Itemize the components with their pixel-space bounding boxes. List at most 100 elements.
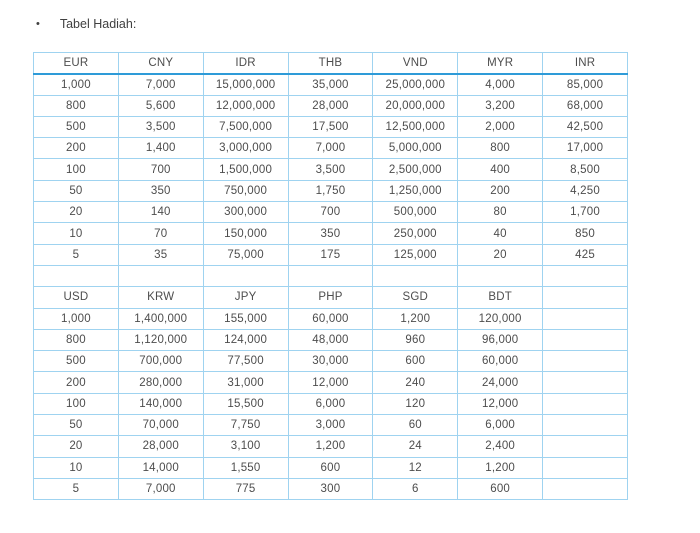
table-cell: 1,200 (372, 307, 459, 330)
table-cell: 100 (33, 158, 119, 181)
table-cell: 96,000 (457, 328, 544, 352)
table-cell: 3,000,000 (202, 137, 289, 160)
table-cell: 20 (33, 435, 119, 458)
table-cell: 140,000 (117, 392, 204, 416)
table-cell: 4,000 (457, 73, 544, 96)
bullet-marker: • (36, 18, 40, 30)
table-cell: 400 (457, 158, 544, 181)
header-cell: USD (33, 286, 119, 309)
page-title: Tabel Hadiah: (59, 17, 137, 31)
table-cell: 25,000,000 (372, 73, 459, 96)
table-row: 800 5,600 12,000,000 28,000 20,000,000 3,200 6… (33, 94, 628, 117)
spacer-cell (117, 264, 204, 288)
table-cell: 500 (33, 350, 119, 373)
table-row: 800 1,120,000 124,000 48,000 960 96,000 (33, 328, 628, 352)
table-cell: 50 (33, 179, 119, 203)
table-cell: 40 (457, 222, 544, 245)
table-cell (542, 435, 628, 458)
table-cell: 350 (117, 179, 204, 203)
table-cell: 600 (372, 350, 459, 373)
table-cell: 15,500 (202, 392, 289, 416)
table-cell: 20 (33, 201, 119, 224)
header-cell: EUR (33, 51, 119, 75)
table-cell: 125,000 (372, 243, 459, 266)
table-cell: 17,000 (542, 137, 628, 160)
table-cell: 425 (542, 243, 628, 266)
table-cell: 155,000 (202, 307, 289, 330)
table-cell: 12 (372, 456, 459, 479)
table-cell: 250,000 (372, 222, 459, 245)
header-cell: KRW (117, 286, 204, 309)
table-cell: 60 (372, 414, 459, 437)
table-row: 100 140,000 15,500 6,000 120 12,000 (33, 392, 628, 416)
table-cell: 24 (372, 435, 459, 458)
table-cell: 24,000 (457, 371, 544, 394)
bullet-list-item: • Tabel Hadiah: (36, 17, 136, 31)
table-cell: 12,000 (287, 371, 374, 394)
table-cell: 5,600 (117, 94, 204, 117)
table-row: 500 700,000 77,500 30,000 600 60,000 (33, 350, 628, 373)
table-cell: 5 (33, 477, 119, 501)
table-cell: 75,000 (202, 243, 289, 266)
table-row: 100 700 1,500,000 3,500 2,500,000 400 8,500 (33, 158, 628, 181)
table-cell: 15,000,000 (202, 73, 289, 96)
table-cell: 800 (33, 328, 119, 352)
table-cell: 700 (287, 201, 374, 224)
table-cell: 6,000 (457, 414, 544, 437)
header-cell: PHP (287, 286, 374, 309)
table-cell: 7,500,000 (202, 115, 289, 139)
table-cell: 3,000 (287, 414, 374, 437)
table-row: 1,000 1,400,000 155,000 60,000 1,200 120,000 (33, 307, 628, 330)
table-cell: 1,750 (287, 179, 374, 203)
table-cell: 12,000 (457, 392, 544, 416)
table-cell: 31,000 (202, 371, 289, 394)
table-cell: 200 (33, 137, 119, 160)
table-cell: 4,250 (542, 179, 628, 203)
table-row: 10 70 150,000 350 250,000 40 850 (33, 222, 628, 245)
table-cell: 1,700 (542, 201, 628, 224)
table-cell: 12,500,000 (372, 115, 459, 139)
spacer-cell (33, 264, 119, 288)
table-cell: 48,000 (287, 328, 374, 352)
table-cell: 6 (372, 477, 459, 501)
table-cell: 17,500 (287, 115, 374, 139)
table-cell: 775 (202, 477, 289, 501)
table-row: 200 1,400 3,000,000 7,000 5,000,000 800 17,000 (33, 137, 628, 160)
table-cell: 7,000 (287, 137, 374, 160)
spacer-cell (287, 264, 374, 288)
spacer-cell (202, 264, 289, 288)
table-cell: 8,500 (542, 158, 628, 181)
table-cell: 1,120,000 (117, 328, 204, 352)
table-cell: 1,250,000 (372, 179, 459, 203)
table-cell: 60,000 (287, 307, 374, 330)
table-cell (542, 392, 628, 416)
table-cell: 1,000 (33, 307, 119, 330)
table-row: 20 28,000 3,100 1,200 24 2,400 (33, 435, 628, 458)
table-cell: 1,400 (117, 137, 204, 160)
table-cell: 1,400,000 (117, 307, 204, 330)
table-cell: 300 (287, 477, 374, 501)
table-cell: 1,000 (33, 73, 119, 96)
table-cell: 850 (542, 222, 628, 245)
table-cell: 700,000 (117, 350, 204, 373)
table-row: 500 3,500 7,500,000 17,500 12,500,000 2,000 42… (33, 115, 628, 139)
table-cell (542, 307, 628, 330)
header-cell: JPY (202, 286, 289, 309)
table-row: 10 14,000 1,550 600 12 1,200 (33, 456, 628, 479)
table-cell: 70,000 (117, 414, 204, 437)
table-cell (542, 414, 628, 437)
table-row: EUR CNY IDR THB VND MYR INR (33, 51, 628, 75)
table-cell: 800 (457, 137, 544, 160)
spacer-cell (372, 264, 459, 288)
table-cell: 10 (33, 222, 119, 245)
table-cell: 1,200 (287, 435, 374, 458)
header-cell: MYR (457, 51, 544, 75)
table-cell: 350 (287, 222, 374, 245)
table-row: 1,000 7,000 15,000,000 35,000 25,000,000 4,00… (33, 73, 628, 96)
table-cell: 2,000 (457, 115, 544, 139)
table-row: USD KRW JPY PHP SGD BDT (33, 286, 628, 309)
table-cell: 14,000 (117, 456, 204, 479)
table-cell: 60,000 (457, 350, 544, 373)
table-cell: 200 (457, 179, 544, 203)
